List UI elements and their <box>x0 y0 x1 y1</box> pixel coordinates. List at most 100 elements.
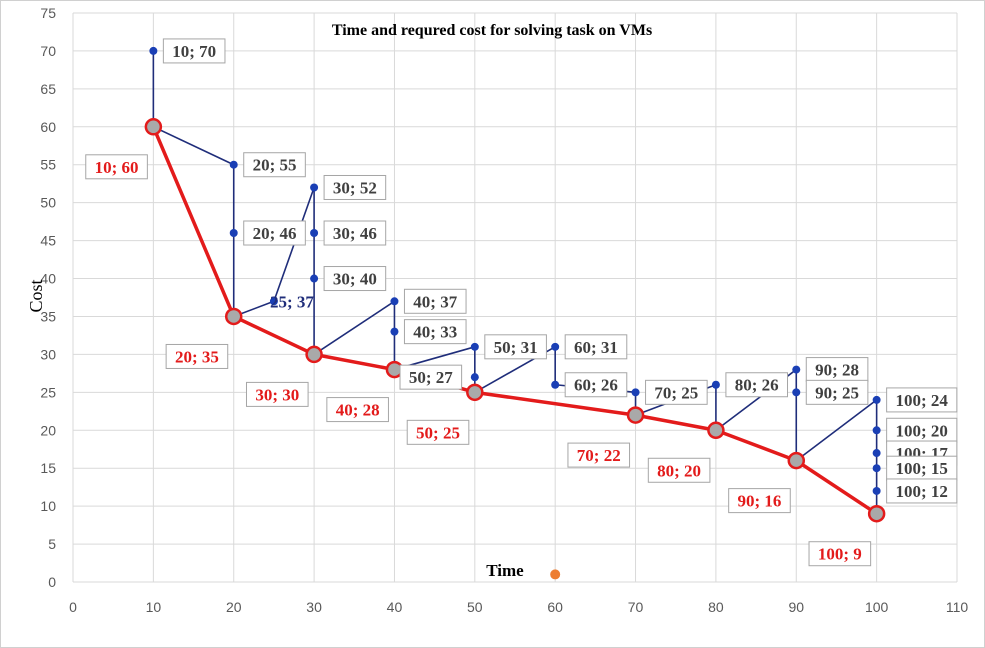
y-axis-label: Cost <box>26 279 46 312</box>
blue-point <box>551 380 560 389</box>
red-point-label: 30; 30 <box>245 381 309 407</box>
y-tick-label: 55 <box>40 157 56 173</box>
y-tick-label: 45 <box>40 233 56 249</box>
blue-point <box>149 46 158 55</box>
blue-point-label-text: 100; 24 <box>896 391 949 410</box>
blue-point <box>390 297 399 306</box>
y-tick-label: 20 <box>40 422 56 438</box>
chart-title: Time and requred cost for solving task o… <box>332 22 652 39</box>
blue-point <box>872 395 881 404</box>
x-tick-label: 60 <box>547 599 563 615</box>
blue-point-label-text: 100; 15 <box>896 459 948 478</box>
blue-point-label-text: 40; 37 <box>413 292 457 311</box>
red-point-label-box <box>406 419 470 445</box>
blue-point-label: 30; 46 <box>323 220 387 246</box>
y-tick-label: 10 <box>40 498 56 514</box>
blue-point-label: 30; 52 <box>323 174 387 200</box>
red-point <box>707 421 725 440</box>
blue-point <box>711 380 720 389</box>
red-point-label: 10; 60 <box>85 154 148 180</box>
blue-point-label: 60; 26 <box>564 372 628 398</box>
blue-segment <box>153 126 235 166</box>
blue-point-label: 100; 24 <box>886 387 958 413</box>
blue-point-label: 40; 33 <box>403 319 467 345</box>
blue-point-label-box <box>564 334 628 360</box>
blue-point-label: 40; 37 <box>403 288 467 314</box>
blue-point-label: 30; 40 <box>323 266 387 292</box>
y-tick-label: 25 <box>40 384 56 400</box>
blue-point-label-box <box>564 372 628 398</box>
y-tick-label: 0 <box>48 574 56 590</box>
x-tick-label: 40 <box>387 599 403 615</box>
blue-point-label-text: 90; 25 <box>815 383 859 402</box>
blue-point <box>872 486 881 495</box>
red-point-label-box <box>567 442 631 468</box>
blue-point-label-box <box>403 288 467 314</box>
x-tick-label: 30 <box>306 599 322 615</box>
red-point <box>305 345 323 364</box>
red-point-label-text: 80; 20 <box>657 461 701 480</box>
blue-point-label: 80; 26 <box>725 372 789 398</box>
blue-point-label: 20; 46 <box>243 220 306 246</box>
blue-point-label-box <box>805 379 869 405</box>
blue-point-label-text: 30; 40 <box>333 270 377 289</box>
red-point-label-text: 30; 30 <box>255 385 299 404</box>
blue-point-label: 90; 28 <box>805 357 869 383</box>
red-point-label-text: 70; 22 <box>577 446 621 465</box>
blue-point-label-text: 20; 55 <box>253 156 297 175</box>
blue-point <box>872 464 881 473</box>
blue-point-label-box <box>886 478 958 504</box>
red-point-label-box <box>647 457 711 483</box>
blue-point-label-text: 25; 37 <box>270 292 314 311</box>
red-point-label: 40; 28 <box>326 397 389 423</box>
red-point-label-box <box>326 397 389 423</box>
x-tick-label: 50 <box>467 599 483 615</box>
y-tick-label: 15 <box>40 460 56 476</box>
red-point-label: 50; 25 <box>406 419 470 445</box>
red-point-label: 100; 9 <box>808 541 872 567</box>
blue-segment <box>795 399 878 462</box>
red-point <box>144 118 163 136</box>
blue-point <box>872 426 881 435</box>
blue-point-label: 100; 15 <box>886 455 958 481</box>
blue-point-label-box <box>645 379 708 405</box>
red-point-label-text: 50; 25 <box>416 423 460 442</box>
data-markers <box>144 46 886 580</box>
blue-point <box>390 327 399 336</box>
red-point-label-box <box>85 154 148 180</box>
blue-point-label: 90; 25 <box>805 379 869 405</box>
y-tick-label: 40 <box>40 271 56 287</box>
x-tick-label: 70 <box>628 599 644 615</box>
x-tick-label: 110 <box>946 599 969 615</box>
blue-point <box>872 449 881 458</box>
red-point <box>224 307 243 326</box>
x-tick-label: 0 <box>69 599 77 615</box>
y-tick-label: 75 <box>40 5 56 21</box>
red-point-label-text: 90; 16 <box>738 492 782 511</box>
blue-point <box>310 229 319 238</box>
red-point-label-box <box>165 343 229 369</box>
blue-point-label-box <box>886 387 958 413</box>
red-point <box>787 451 806 470</box>
blue-point-label-box <box>323 174 387 200</box>
red-point <box>466 383 484 402</box>
blue-point <box>229 229 238 238</box>
red-point-label-text: 100; 9 <box>818 545 862 564</box>
blue-point-label: 50; 27 <box>399 364 463 390</box>
orange-point <box>550 569 561 580</box>
blue-point-label-box <box>484 334 547 360</box>
y-tick-label: 35 <box>40 308 56 324</box>
x-tick-label: 100 <box>865 599 889 615</box>
x-tick-label: 20 <box>226 599 242 615</box>
x-axis-label: Time <box>486 561 524 580</box>
blue-point-label-text: 30; 52 <box>333 178 377 197</box>
blue-point <box>631 388 640 397</box>
blue-segment <box>313 300 395 356</box>
blue-point <box>229 160 238 169</box>
red-point-label: 90; 16 <box>728 488 791 514</box>
y-tick-label: 65 <box>40 81 56 97</box>
blue-point-label-text: 60; 26 <box>574 376 618 395</box>
data-labels: 10; 70 20; 55 20; 46 25; 37 30; 52 30; 46 30; … <box>85 38 958 567</box>
blue-point <box>310 274 319 283</box>
y-tick-label: 70 <box>40 43 56 59</box>
